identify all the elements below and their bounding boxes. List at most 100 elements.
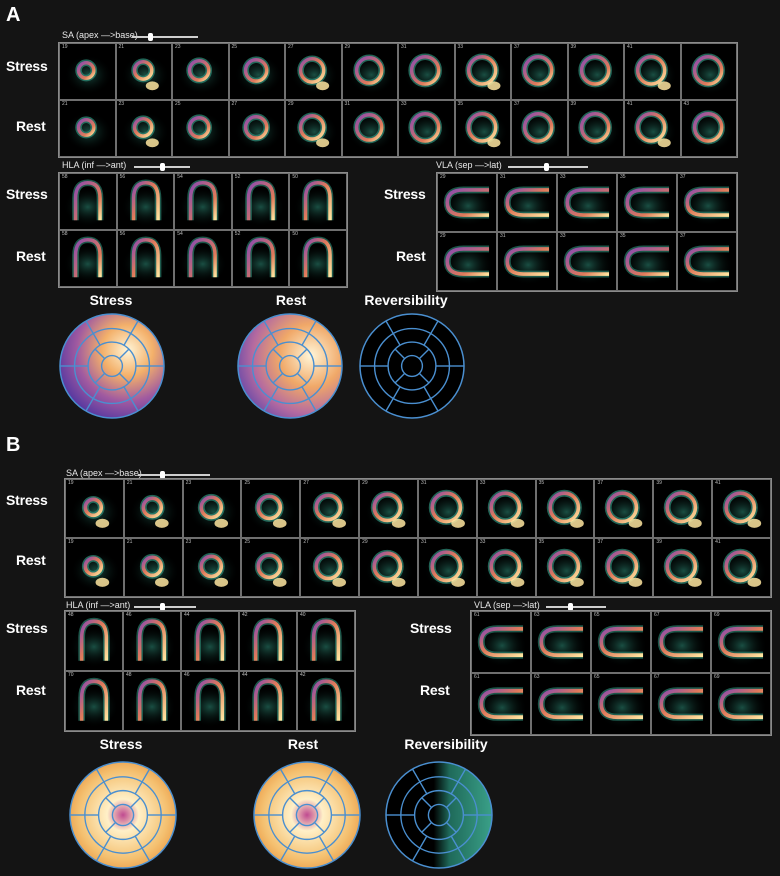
panel-a-polar-map-stress xyxy=(59,313,165,419)
frame-number: 23 xyxy=(185,539,192,545)
frame-number: 19 xyxy=(68,480,74,486)
panel-b-sa-grid: 19 21 23 25 27 29 31 33 35 37 39 41 19 21 23 25 27 29 31 33… xyxy=(64,478,772,598)
panel-a-sa-grid: 19 21 23 25 27 29 31 33 37 39 41 21 23 25 27 29 31 33 35 37… xyxy=(58,42,738,158)
slider-knob[interactable] xyxy=(160,163,165,171)
scan-frame: 25 xyxy=(241,479,301,538)
slider-knob[interactable] xyxy=(160,471,165,479)
scan-frame: 19 xyxy=(65,538,124,597)
panel-b-hla-slider[interactable] xyxy=(134,603,196,611)
frame-number: 31 xyxy=(500,233,506,239)
panel-b-sa-slider[interactable] xyxy=(138,471,210,479)
frame-number: 52 xyxy=(234,174,241,180)
scan-frame: 37 xyxy=(511,100,568,157)
slider-knob[interactable] xyxy=(544,163,549,171)
frame-number: 52 xyxy=(234,231,241,237)
frame-number: 35 xyxy=(457,101,464,107)
slider-knob[interactable] xyxy=(160,603,165,611)
scan-frame: 37 xyxy=(677,232,737,291)
frame-number: 21 xyxy=(118,44,125,50)
scan-frame: 29 xyxy=(359,538,418,597)
frame-number: 33 xyxy=(560,174,566,180)
panel-a-hla-slider[interactable] xyxy=(134,163,190,171)
frame-number: 56 xyxy=(119,231,126,237)
frame-number: 70 xyxy=(68,672,74,678)
scan-frame: 35 xyxy=(535,479,595,538)
scan-frame: 23 xyxy=(115,100,172,157)
panel-a-polar-map-reversibility xyxy=(359,313,465,419)
panel-a-polar-label-reversibility: Reversibility xyxy=(364,292,448,308)
panel-a-hla-label: HLA (inf —>ant) xyxy=(62,160,127,170)
scan-frame: 42 xyxy=(239,611,297,671)
frame-number: 25 xyxy=(244,539,251,545)
scan-frame: 48 xyxy=(123,671,181,731)
frame-number: 29 xyxy=(288,101,294,107)
scan-frame: 67 xyxy=(651,611,711,673)
frame-number: 27 xyxy=(303,480,309,486)
scan-frame: 25 xyxy=(241,538,301,597)
scan-frame: 69 xyxy=(711,611,771,673)
frame-number: 56 xyxy=(119,174,126,180)
frame-number: 37 xyxy=(514,101,520,107)
frame-number: 41 xyxy=(627,44,633,50)
scan-frame: 39 xyxy=(567,100,624,157)
panel-a-sa-slider[interactable] xyxy=(132,33,198,41)
panel-a-vla-grid: 29 31 33 35 37 29 31 33 35 37 xyxy=(436,172,738,292)
panel-b-vla-slider[interactable] xyxy=(546,603,606,611)
panel-a-sa-row-label-rest: Rest xyxy=(16,118,46,134)
scan-frame: 33 xyxy=(398,100,455,157)
frame-number: 46 xyxy=(126,612,132,618)
scan-frame: 56 xyxy=(116,173,175,230)
frame-number: 33 xyxy=(457,44,464,50)
scan-frame: 21 xyxy=(59,100,116,157)
frame-number: 37 xyxy=(680,233,686,239)
scan-frame: 43 xyxy=(680,100,737,157)
frame-number: 42 xyxy=(300,672,306,678)
panel-b-polar-label-rest: Rest xyxy=(287,736,319,752)
frame-number: 29 xyxy=(344,44,351,50)
frame-number: 67 xyxy=(654,612,660,618)
slider-knob[interactable] xyxy=(568,603,573,611)
scan-frame: 56 xyxy=(116,230,175,287)
frame-number: 39 xyxy=(656,480,662,486)
panel-a-vla-row-label-rest: Rest xyxy=(396,248,426,264)
frame-number: 42 xyxy=(242,612,248,618)
frame-number: 25 xyxy=(175,101,181,107)
scan-frame: 29 xyxy=(359,479,418,538)
panel-b-polar-map-rest xyxy=(253,761,361,869)
slider-knob[interactable] xyxy=(148,33,153,41)
scan-frame: 37 xyxy=(677,173,737,232)
scan-frame: 42 xyxy=(297,671,355,731)
scan-frame: 70 xyxy=(65,671,123,731)
scan-frame: 23 xyxy=(172,43,229,100)
panel-b-polar-label-stress: Stress xyxy=(99,736,143,752)
scan-frame: 29 xyxy=(341,43,398,100)
scan-frame: 33 xyxy=(454,43,511,100)
frame-number: 35 xyxy=(620,174,626,180)
frame-number: 39 xyxy=(570,44,577,50)
panel-b-polar-map-reversibility xyxy=(385,761,493,869)
scan-frame: 31 xyxy=(341,100,398,157)
frame-number: 35 xyxy=(538,539,545,545)
frame-number: 65 xyxy=(594,612,600,618)
scan-frame: 21 xyxy=(123,479,183,538)
frame-number: 33 xyxy=(479,480,486,486)
frame-number: 58 xyxy=(62,231,68,237)
scan-frame: 39 xyxy=(653,479,713,538)
panel-b-hla-grid: 48 46 44 42 40 70 48 46 44 42 xyxy=(64,610,356,732)
panel-a-vla-slider[interactable] xyxy=(508,163,588,171)
scan-frame: 29 xyxy=(437,232,497,291)
panel-letter-b: B xyxy=(6,434,21,456)
scan-frame: 35 xyxy=(617,232,677,291)
frame-number: 29 xyxy=(440,233,446,239)
scan-frame xyxy=(680,43,737,100)
panel-b-polar-label-reversibility: Reversibility xyxy=(404,736,488,752)
panel-b-vla-label: VLA (sep —>lat) xyxy=(474,600,540,610)
frame-number: 31 xyxy=(401,44,407,50)
scan-frame: 44 xyxy=(181,611,239,671)
scan-frame: 19 xyxy=(59,43,116,100)
scan-frame: 41 xyxy=(712,479,771,538)
frame-number: 31 xyxy=(420,539,427,545)
panel-a-vla-label: VLA (sep —>lat) xyxy=(436,160,502,170)
frame-number: 29 xyxy=(362,539,368,545)
scan-frame: 54 xyxy=(174,173,232,230)
